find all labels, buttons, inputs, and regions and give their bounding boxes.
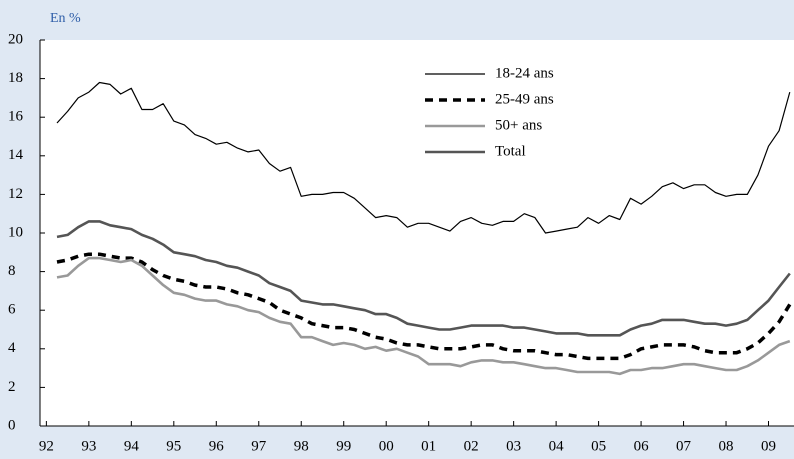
legend-label: Total [495,143,526,159]
y-tick-label: 6 [8,302,16,318]
y-tick-label: 12 [8,186,23,202]
x-tick-label: 04 [549,438,565,454]
y-tick-label: 4 [8,340,16,356]
plot-area [40,40,794,426]
series-line [56,252,792,361]
x-tick-label: 08 [719,438,734,454]
x-tick-label: 95 [166,438,181,454]
y-tick-label: 16 [8,109,24,125]
series-line [56,256,791,376]
y-tick-label: 14 [8,147,24,163]
x-tick-label: 00 [379,438,394,454]
x-tick-label: 01 [421,438,436,454]
x-tick-label: 02 [464,438,479,454]
y-axis-label: En % [50,11,81,26]
x-tick-label: 99 [336,438,351,454]
x-tick-label: 05 [591,438,606,454]
series-line [56,81,791,234]
x-tick-label: 92 [39,438,54,454]
x-tick-label: 97 [251,438,267,454]
y-tick-label: 18 [8,70,23,86]
x-tick-label: 94 [124,438,140,454]
legend-label: 18-24 ans [495,65,554,81]
y-tick-label: 2 [8,379,16,395]
y-tick-label: 20 [8,31,23,47]
x-tick-label: 03 [506,438,521,454]
legend-label: 50+ ans [495,117,542,133]
x-tick-label: 06 [634,438,650,454]
y-tick-label: 0 [8,417,16,433]
x-tick-label: 07 [676,438,692,454]
y-tick-label: 10 [8,224,23,240]
x-tick-label: 09 [761,438,776,454]
legend-label: 25-49 ans [495,91,554,107]
series-line [56,220,791,337]
x-tick-label: 93 [81,438,96,454]
y-tick-label: 8 [8,263,16,279]
x-tick-label: 96 [209,438,225,454]
x-tick-label: 98 [294,438,309,454]
